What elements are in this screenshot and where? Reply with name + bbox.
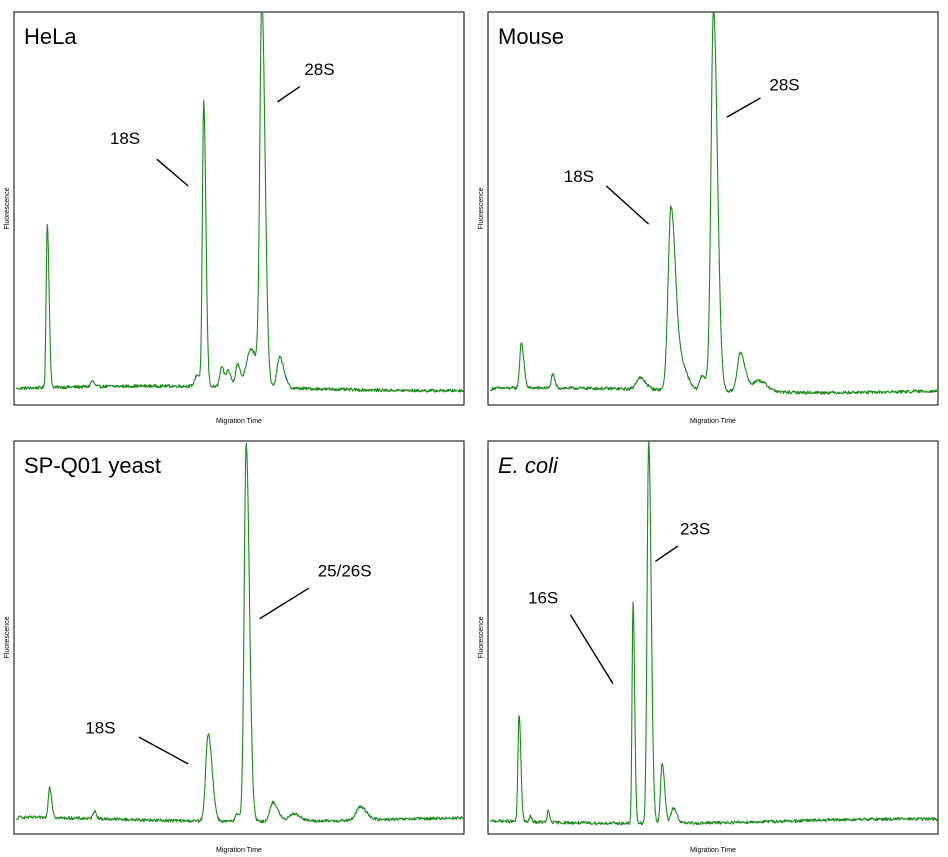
chart-svg: Mouse 18S 28S Migration Time Fluorescence (478, 11, 939, 425)
peak-leader-line (277, 86, 301, 103)
panel-mouse: Mouse 18S 28S Migration Time Fluorescence (474, 0, 948, 428)
x-axis-label: Migration Time (216, 418, 262, 425)
peak-leader-line (654, 545, 679, 562)
plot-frame (13, 11, 465, 406)
trace-line (489, 441, 938, 826)
peak-leader-line (726, 97, 761, 118)
y-axis-label: Fluorescence (4, 616, 11, 658)
trace-line (15, 442, 464, 824)
peak-leader-line (605, 185, 650, 225)
plot-frame (487, 11, 939, 406)
panel-yeast: SP-Q01 yeast 18S 25/26S Migration Time Fluor… (0, 429, 474, 857)
peak-label: 25/26S (318, 562, 372, 581)
peak-label: 16S (528, 588, 558, 607)
peak-leader-line (138, 736, 189, 765)
chart-svg: SP-Q01 yeast 18S 25/26S Migration Time Fluor… (4, 440, 465, 854)
chart-svg: HeLa 18S 28S Migration Time Fluorescence (4, 11, 465, 425)
x-axis-label: Migration Time (690, 847, 736, 854)
trace-line (15, 12, 464, 393)
plot-title: Mouse (498, 24, 564, 49)
y-axis-label: Fluorescence (478, 616, 485, 658)
trace-line (489, 12, 938, 395)
peak-label: 28S (769, 75, 799, 94)
peak-label: 18S (564, 167, 594, 186)
chart-svg: E. coli 16S 23S Migration Time Fluorescence (478, 440, 939, 854)
peak-label: 23S (680, 520, 710, 539)
panel-ecoli: E. coli 16S 23S Migration Time Fluorescence (474, 429, 948, 857)
x-axis-label: Migration Time (690, 418, 736, 425)
x-axis-label: Migration Time (216, 847, 262, 854)
peak-label: 28S (304, 60, 334, 79)
peak-leader-line (156, 158, 189, 187)
plot-frame (13, 440, 465, 835)
peak-leader-line (569, 614, 614, 685)
y-axis-label: Fluorescence (4, 187, 11, 229)
plot-title: E. coli (498, 453, 559, 478)
plot-frame (487, 440, 939, 835)
peak-label: 18S (85, 718, 115, 737)
peak-leader-line (259, 587, 310, 620)
panel-hela: HeLa 18S 28S Migration Time Fluorescence (0, 0, 474, 428)
y-axis-label: Fluorescence (478, 187, 485, 229)
plot-title: HeLa (24, 24, 77, 49)
plot-title: SP-Q01 yeast (24, 453, 161, 478)
peak-label: 18S (110, 129, 140, 148)
